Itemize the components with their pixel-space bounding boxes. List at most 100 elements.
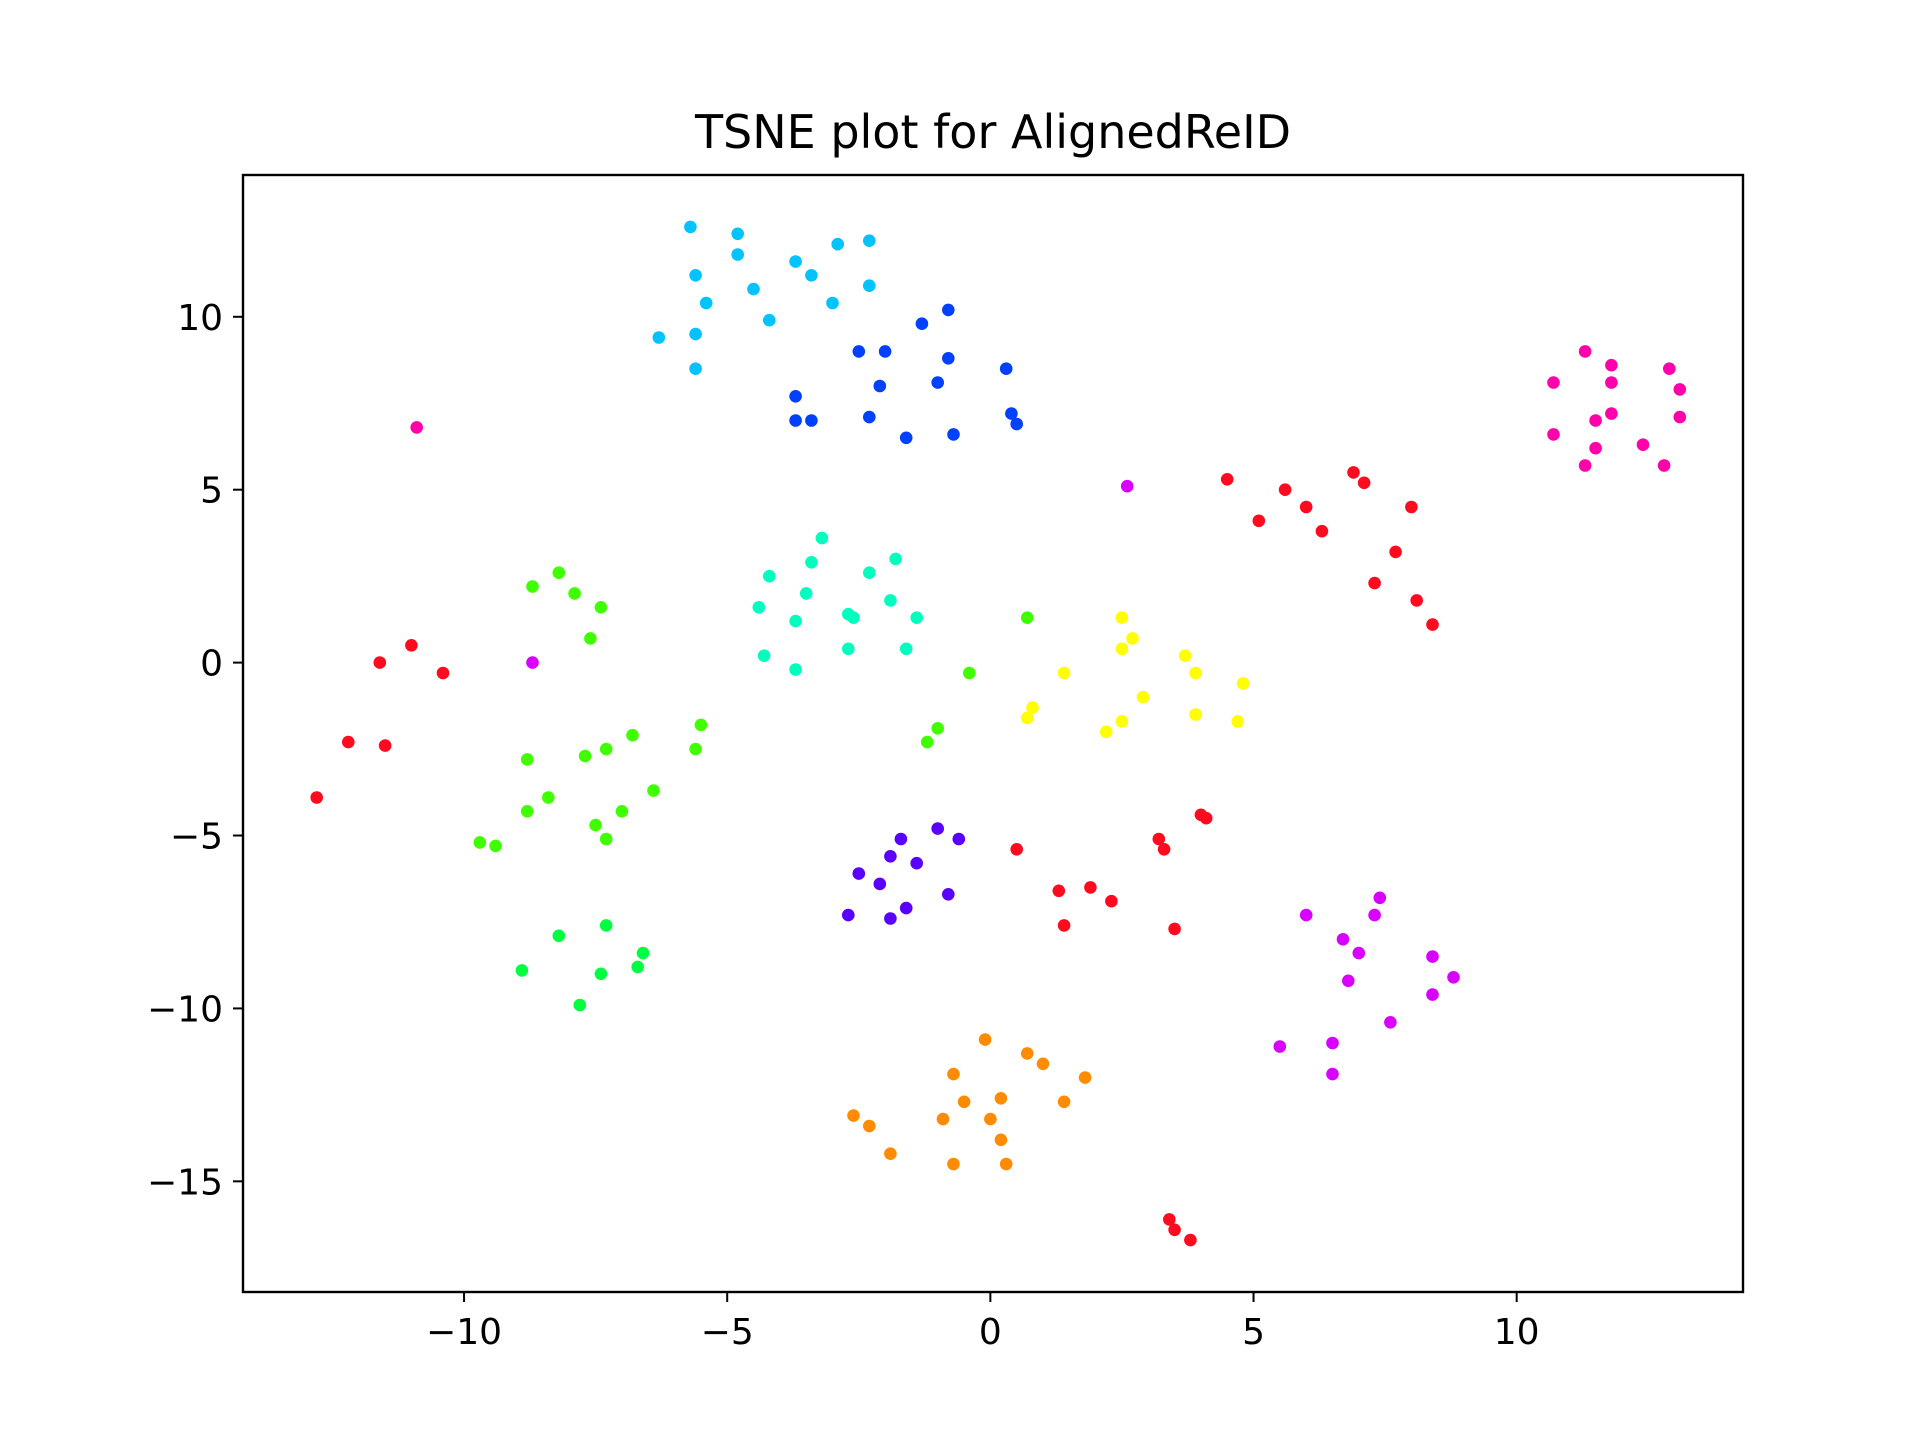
scatter-point xyxy=(931,722,944,735)
scatter-point xyxy=(1057,666,1071,680)
scatter-point xyxy=(942,352,955,365)
scatter-point xyxy=(1157,843,1171,856)
scatter-point xyxy=(1236,677,1250,690)
scatter-point xyxy=(1168,1223,1181,1237)
x-tick-label: 0 xyxy=(979,1312,1002,1353)
scatter-point xyxy=(999,362,1013,376)
x-tick-label: −10 xyxy=(426,1312,502,1353)
scatter-point xyxy=(1384,1016,1397,1029)
chart-title: TSNE plot for AlignedReID xyxy=(694,105,1291,159)
scatter-point xyxy=(789,414,802,427)
scatter-point xyxy=(1005,407,1018,420)
scatter-point xyxy=(815,531,829,545)
scatter-point xyxy=(1578,345,1592,358)
scatter-point xyxy=(1168,922,1181,936)
scatter-point xyxy=(1163,1213,1176,1226)
scatter-point xyxy=(1115,642,1129,656)
scatter-point xyxy=(599,742,613,756)
y-tick-label: 5 xyxy=(200,471,223,512)
scatter-point xyxy=(373,656,387,669)
scatter-point xyxy=(915,317,929,331)
scatter-point xyxy=(631,960,644,974)
scatter-point xyxy=(1252,514,1266,528)
scatter-point xyxy=(1373,891,1387,905)
scatter-point xyxy=(1389,545,1402,559)
scatter-point xyxy=(1315,524,1329,538)
scatter-point xyxy=(731,248,744,261)
scatter-point xyxy=(1078,1071,1092,1084)
scatter-point xyxy=(852,345,866,358)
scatter-point xyxy=(1342,974,1355,988)
scatter-point xyxy=(520,753,534,766)
scatter-point xyxy=(1636,438,1650,452)
scatter-point xyxy=(805,414,818,427)
scatter-point xyxy=(689,327,702,341)
scatter-point xyxy=(1115,715,1129,728)
scatter-point xyxy=(1184,1233,1197,1247)
y-tick-label: −5 xyxy=(170,817,223,858)
scatter-point xyxy=(410,421,424,434)
scatter-point xyxy=(436,666,450,680)
scatter-point xyxy=(342,735,355,749)
x-tick-label: 5 xyxy=(1242,1312,1265,1353)
scatter-point xyxy=(894,832,908,846)
scatter-point xyxy=(1357,476,1371,490)
scatter-point xyxy=(1120,479,1134,493)
scatter-point xyxy=(936,1112,950,1126)
scatter-point xyxy=(1605,376,1618,389)
scatter-point xyxy=(1368,576,1381,590)
scatter-point xyxy=(899,431,913,445)
scatter-point xyxy=(863,234,876,247)
scatter-point xyxy=(568,587,581,600)
scatter-point xyxy=(1673,410,1687,424)
scatter-point xyxy=(884,912,897,925)
scatter-point xyxy=(1057,1095,1071,1109)
scatter-point xyxy=(1273,1040,1287,1053)
scatter-point xyxy=(1010,417,1023,431)
scatter-point xyxy=(1326,1036,1339,1050)
x-tick-label: 10 xyxy=(1494,1312,1540,1353)
scatter-point xyxy=(378,739,392,752)
scatter-point xyxy=(1589,414,1602,427)
scatter-point xyxy=(699,296,713,310)
scatter-point xyxy=(599,832,613,846)
scatter-point xyxy=(1547,376,1560,389)
scatter-point xyxy=(615,805,629,818)
scatter-point xyxy=(799,587,813,600)
y-tick-label: −10 xyxy=(147,989,223,1030)
scatter-point xyxy=(947,1157,960,1171)
scatter-point xyxy=(947,1067,960,1081)
scatter-point xyxy=(1084,881,1097,894)
scatter-point xyxy=(847,611,860,624)
scatter-point xyxy=(489,839,502,853)
scatter-point xyxy=(952,832,966,846)
scatter-point xyxy=(831,237,844,251)
scatter-point xyxy=(826,296,839,310)
scatter-point xyxy=(694,718,708,732)
scatter-point xyxy=(1020,1047,1034,1060)
scatter-point xyxy=(910,611,923,624)
scatter-point xyxy=(805,269,818,282)
scatter-point xyxy=(599,919,613,932)
scatter-point xyxy=(1547,428,1560,441)
scatter-point xyxy=(689,269,702,282)
points-layer xyxy=(310,220,1687,1247)
scatter-point xyxy=(978,1033,992,1046)
scatter-point xyxy=(889,552,902,566)
scatter-point xyxy=(1578,459,1592,472)
scatter-point xyxy=(1410,594,1423,607)
scatter-point xyxy=(931,822,944,835)
scatter-point xyxy=(994,1133,1008,1147)
scatter-point xyxy=(552,929,566,943)
scatter-point xyxy=(1220,473,1234,486)
scatter-point xyxy=(689,742,702,756)
scatter-point xyxy=(1299,500,1313,514)
scatter-point xyxy=(1136,690,1150,704)
scatter-point xyxy=(1426,988,1439,1001)
scatter-point xyxy=(552,566,566,579)
scatter-point xyxy=(1152,832,1166,846)
scatter-point xyxy=(1057,919,1071,932)
scatter-point xyxy=(1426,950,1439,963)
scatter-point xyxy=(684,220,697,234)
y-tick-label: 0 xyxy=(200,644,223,685)
